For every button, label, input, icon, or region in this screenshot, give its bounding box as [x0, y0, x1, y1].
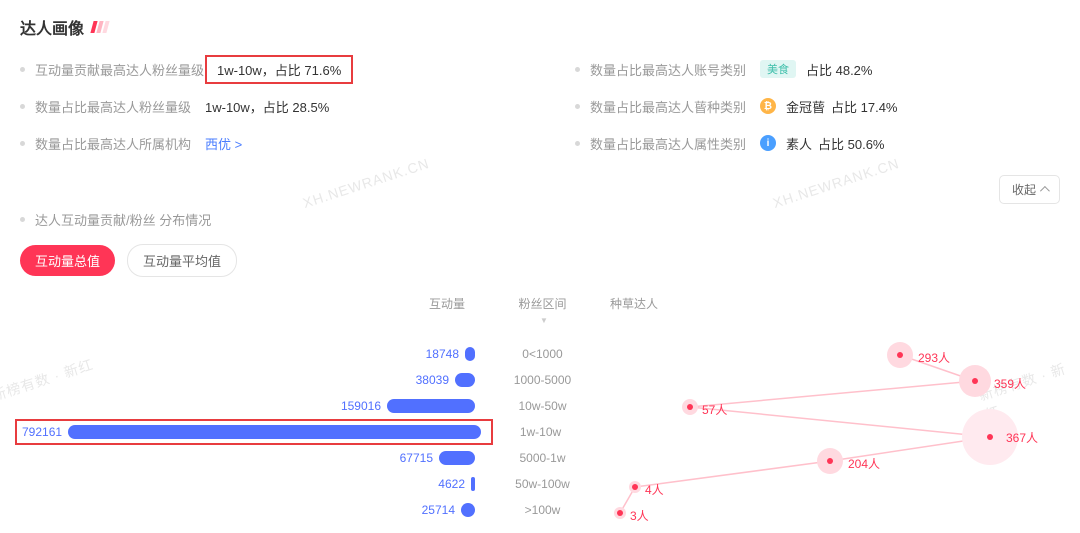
header-range[interactable]: 粉丝区间▼	[495, 295, 590, 326]
header-interaction: 互动量	[20, 295, 495, 326]
right-stats-column: 数量占比最高达人账号类别 美食占比 48.2% 数量占比最高达人蒈种类别 ₿ 金冠…	[575, 59, 1060, 170]
bullet-icon	[20, 217, 25, 222]
bullet-icon	[20, 104, 25, 109]
category-icon: i	[760, 135, 776, 151]
bar-row: 159016 10w-50w	[20, 393, 590, 419]
stat-row: 数量占比最高达人蒈种类别 ₿ 金冠蒈 占比 17.4%	[575, 96, 1060, 116]
chevron-up-icon	[1040, 186, 1050, 196]
bubble-label: 57人	[702, 401, 727, 418]
bubble-point[interactable]	[817, 448, 843, 474]
pill-tabs: 互动量总值互动量平均值	[20, 244, 1060, 277]
page-title: 达人画像	[20, 15, 84, 39]
bar-value: 25714	[422, 503, 461, 517]
bar-value: 4622	[438, 477, 471, 491]
bar-value: 38039	[416, 373, 455, 387]
bubble-label: 359人	[994, 375, 1026, 392]
stat-label: 数量占比最高达人粉丝量级	[35, 97, 205, 116]
collapse-button[interactable]: 收起	[999, 175, 1060, 204]
header-influencer: 种草达人	[590, 295, 1060, 326]
stat-label: 互动量贡献最高达人粉丝量级	[35, 60, 205, 79]
bar-visual	[387, 399, 475, 413]
bar-visual	[439, 451, 475, 465]
category-tag: 美食	[760, 60, 796, 78]
bubble-label: 293人	[918, 349, 950, 366]
stat-value: 占比 48.2%	[806, 60, 872, 79]
bar-row: 67715 5000-1w	[20, 445, 590, 471]
stat-link[interactable]: 西优 >	[205, 134, 242, 153]
bubble-point[interactable]	[614, 507, 626, 519]
stat-value: 1w-10w，占比 28.5%	[205, 97, 329, 116]
title-decoration	[92, 21, 108, 33]
bar-value: 18748	[426, 347, 465, 361]
bubble-label: 367人	[1006, 429, 1038, 446]
bar-value: 159016	[341, 399, 387, 413]
bar-visual	[461, 503, 475, 517]
bubble-chart: 293人 359人 57人 367人 204人 4人 3人	[590, 341, 1060, 526]
pill-tab[interactable]: 互动量总值	[20, 245, 115, 276]
stat-label: 数量占比最高达人属性类别	[590, 134, 760, 153]
stat-prefix: 金冠蒈	[786, 97, 825, 116]
stat-value: 占比 17.4%	[831, 97, 897, 116]
range-label: 1w-10w	[493, 425, 588, 439]
range-label: >100w	[495, 503, 590, 517]
stat-label: 数量占比最高达人所属机构	[35, 134, 205, 153]
sort-icon: ▼	[540, 317, 548, 325]
bubble-point[interactable]	[887, 342, 913, 368]
range-label: 1000-5000	[495, 373, 590, 387]
bubble-label: 4人	[645, 481, 664, 498]
bar-row: 4622 50w-100w	[20, 471, 590, 497]
bar-chart: 18748 0<1000 38039 1000-5000 159016 10w-…	[20, 341, 590, 526]
bar-row: 38039 1000-5000	[20, 367, 590, 393]
bullet-icon	[575, 104, 580, 109]
left-stats-column: 互动量贡献最高达人粉丝量级 1w-10w，占比 71.6% 数量占比最高达人粉丝…	[20, 59, 505, 170]
stat-label: 数量占比最高达人蒈种类别	[590, 97, 760, 116]
bubble-point[interactable]	[629, 481, 641, 493]
bar-value: 792161	[22, 425, 68, 439]
range-label: 0<1000	[495, 347, 590, 361]
stat-row: 互动量贡献最高达人粉丝量级 1w-10w，占比 71.6%	[20, 59, 505, 79]
bubble-point[interactable]	[682, 399, 698, 415]
stat-row: 数量占比最高达人粉丝量级 1w-10w，占比 28.5%	[20, 96, 505, 116]
range-label: 50w-100w	[495, 477, 590, 491]
bubble-label: 204人	[848, 455, 880, 472]
bar-visual	[465, 347, 475, 361]
range-label: 5000-1w	[495, 451, 590, 465]
highlighted-value: 1w-10w，占比 71.6%	[205, 55, 353, 84]
stat-row: 数量占比最高达人账号类别 美食占比 48.2%	[575, 59, 1060, 79]
category-icon: ₿	[760, 98, 776, 114]
bar-row: 18748 0<1000	[20, 341, 590, 367]
bar-visual	[455, 373, 475, 387]
highlighted-bar-row: 792161	[15, 419, 493, 445]
range-label: 10w-50w	[495, 399, 590, 413]
bubble-label: 3人	[630, 507, 649, 524]
stat-value: 占比 50.6%	[818, 134, 884, 153]
bar-visual	[471, 477, 475, 491]
section-label: 达人互动量贡献/粉丝 分布情况	[35, 210, 211, 229]
collapse-label: 收起	[1012, 181, 1036, 198]
bullet-icon	[575, 67, 580, 72]
stat-prefix: 素人	[786, 134, 812, 153]
bar-row: 25714 >100w	[20, 497, 590, 523]
bar-visual	[68, 425, 481, 439]
stat-row: 数量占比最高达人属性类别 i 素人 占比 50.6%	[575, 133, 1060, 153]
bullet-icon	[20, 141, 25, 146]
bubble-point[interactable]	[959, 365, 991, 397]
bar-value: 67715	[400, 451, 439, 465]
bullet-icon	[20, 67, 25, 72]
bullet-icon	[575, 141, 580, 146]
pill-tab[interactable]: 互动量平均值	[127, 244, 237, 277]
stat-row: 数量占比最高达人所属机构 西优 >	[20, 133, 505, 153]
stat-label: 数量占比最高达人账号类别	[590, 60, 760, 79]
